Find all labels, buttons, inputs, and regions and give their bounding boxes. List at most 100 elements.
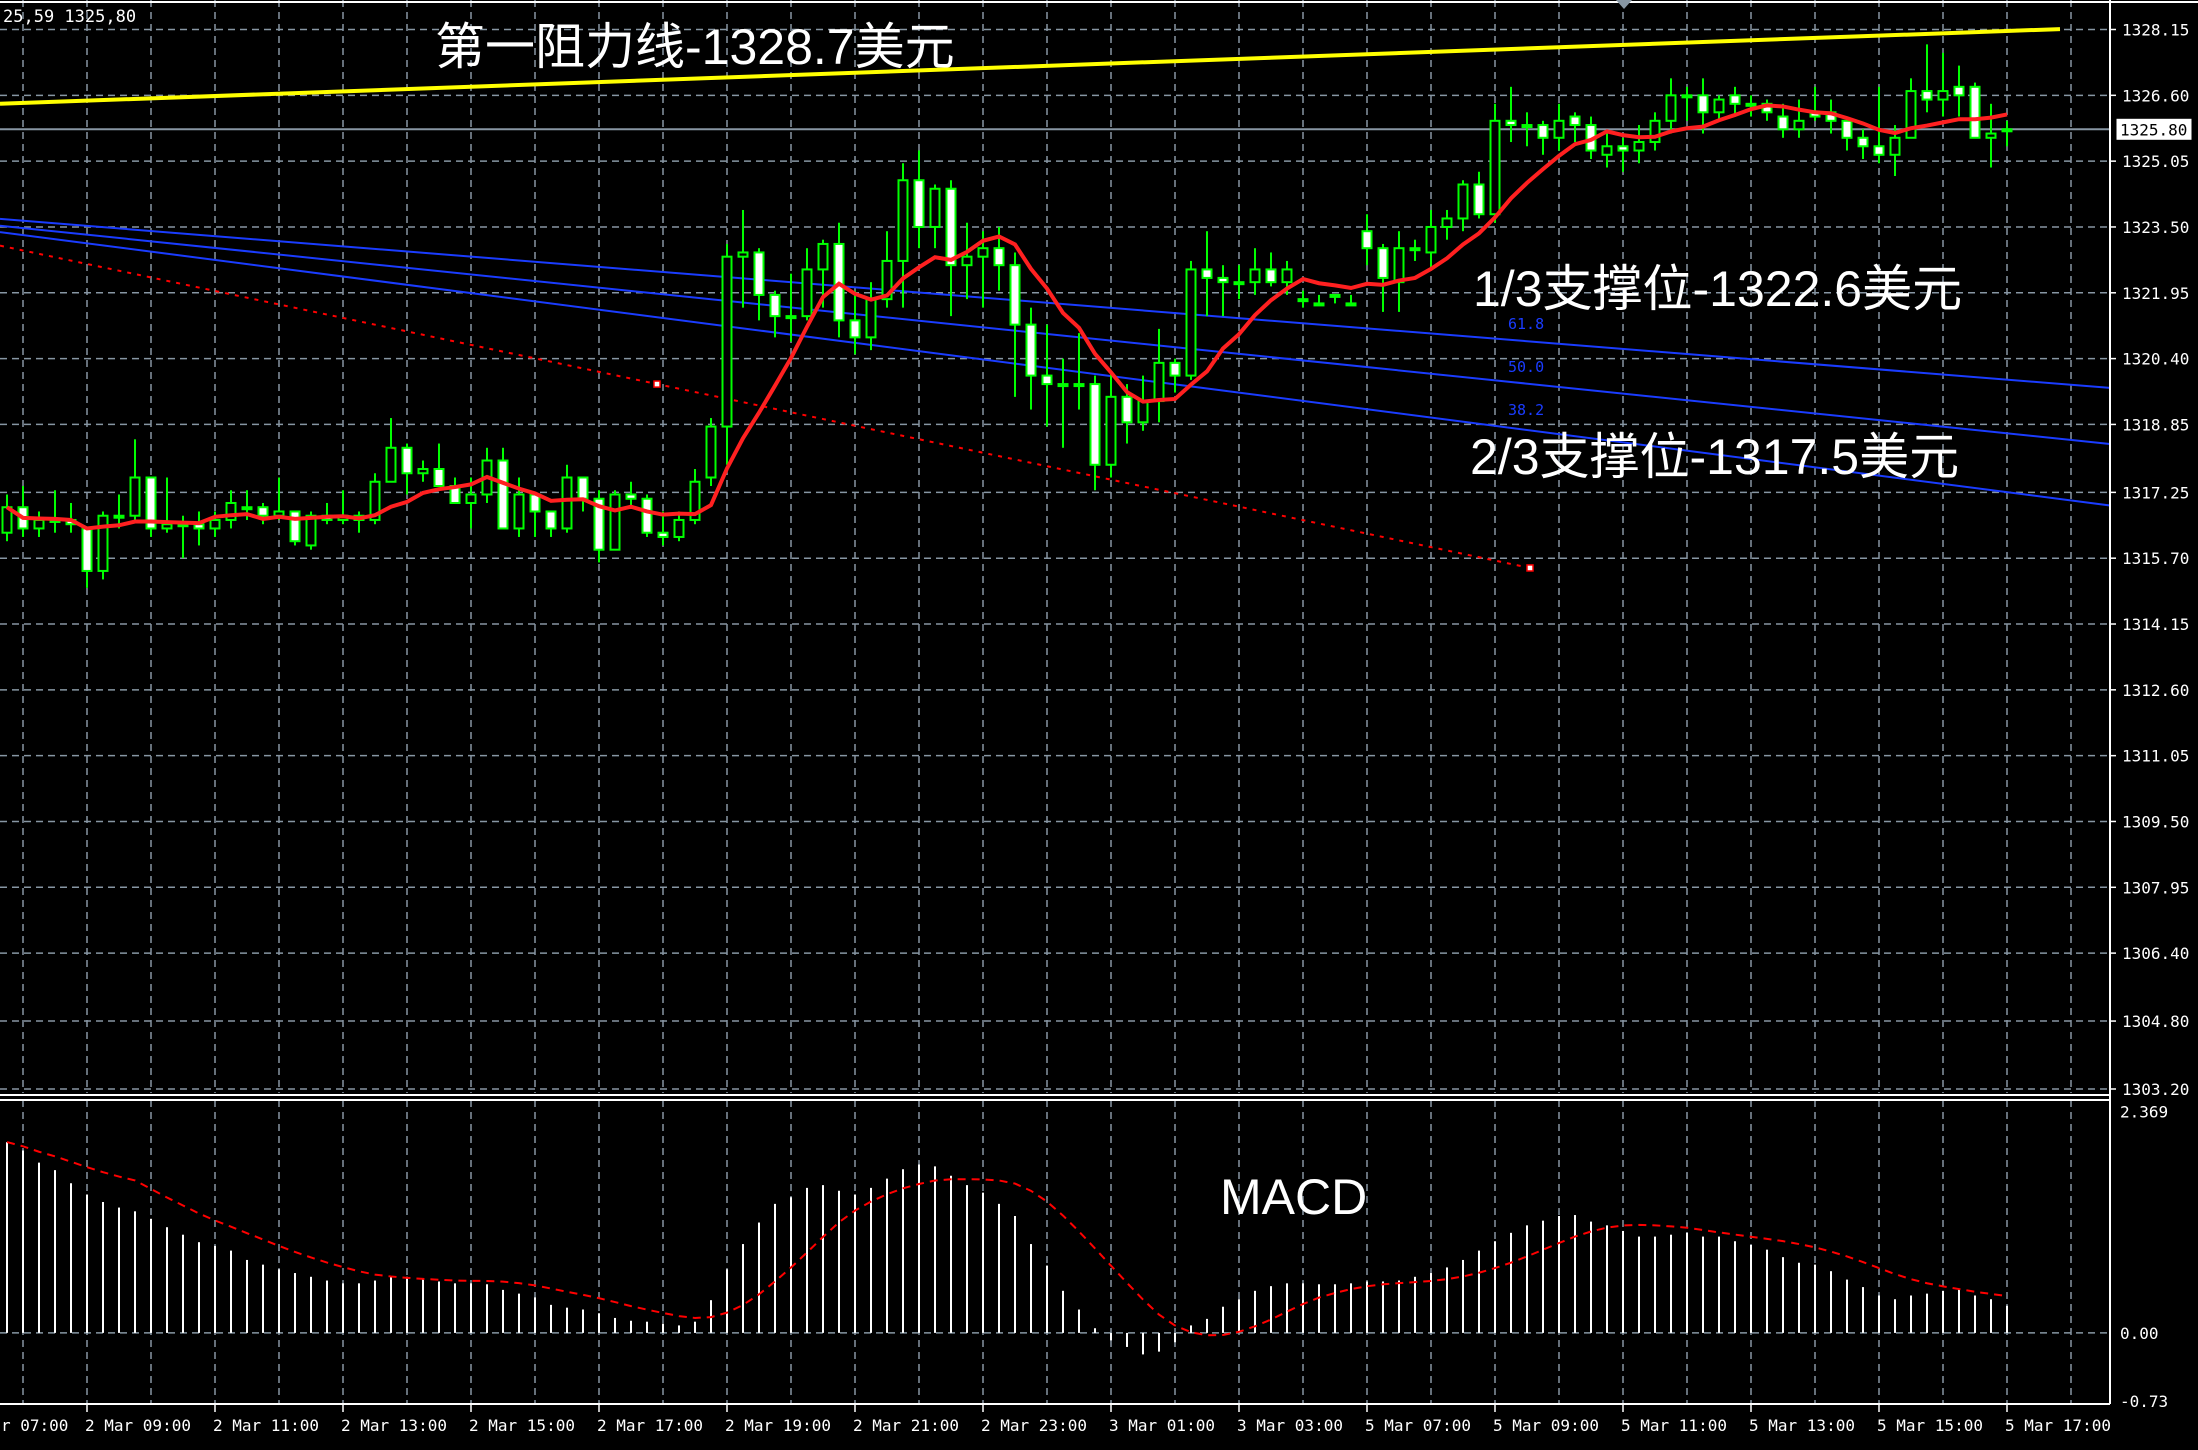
current-price-label: 1325.80	[2120, 120, 2187, 139]
candle-body	[1217, 276, 1229, 284]
time-tick-label: 5 Mar 09:00	[1493, 1416, 1599, 1435]
candle	[2001, 120, 2013, 147]
candle-body	[1169, 361, 1181, 377]
candle	[897, 163, 909, 308]
fib-line-38-2[interactable]	[0, 231, 2111, 507]
candle-body	[1665, 94, 1677, 122]
price-tick-label: 1306.40	[2122, 944, 2189, 963]
candle	[1857, 129, 1869, 160]
candle	[1489, 103, 1501, 223]
candle-body	[33, 518, 45, 530]
candle-body	[1457, 183, 1469, 220]
candle-body	[1137, 400, 1149, 424]
candle-body	[1473, 183, 1485, 216]
candle-body	[497, 459, 509, 530]
candle	[737, 209, 749, 308]
candle-body	[1153, 361, 1165, 403]
resistance-annotation: 第一阻力线-1328.7美元	[435, 19, 955, 75]
candle	[1233, 265, 1245, 300]
candle	[673, 511, 685, 542]
price-tick-label: 1326.60	[2122, 86, 2189, 105]
trend-dotted-line[interactable]	[0, 244, 1531, 569]
resistance-line[interactable]	[0, 27, 2061, 106]
candle-body	[1329, 293, 1341, 298]
time-tick-label: 5 Mar 11:00	[1621, 1416, 1727, 1435]
candle-body	[1361, 230, 1373, 250]
candle-body	[1521, 124, 1533, 129]
candle	[433, 443, 445, 487]
candle	[929, 184, 941, 249]
time-tick-label: 2 Mar 17:00	[597, 1416, 703, 1435]
candle	[977, 231, 989, 308]
time-tick-label: 3 Mar 03:00	[1237, 1416, 1343, 1435]
candle-body	[161, 523, 173, 530]
shift-marker-icon[interactable]	[1616, 0, 1632, 9]
candle-body	[417, 468, 429, 475]
fib-line-50-0[interactable]	[0, 224, 2111, 445]
candle-body	[385, 446, 397, 483]
current-price-badge	[2115, 117, 2193, 141]
candle-body	[209, 518, 221, 530]
candle-body	[977, 247, 989, 258]
candle-body	[1121, 395, 1133, 424]
candle-body	[1313, 302, 1325, 307]
candle-body	[1649, 119, 1661, 144]
candle	[1697, 78, 1709, 134]
macd-axis-label: 0.00	[2120, 1324, 2159, 1343]
candle	[721, 243, 733, 465]
candle-body	[1409, 247, 1421, 252]
grid	[0, 0, 2110, 1404]
candle	[145, 476, 157, 537]
fib-label-61-8: 61.8	[1508, 315, 1544, 333]
candle-body	[113, 514, 125, 519]
candle-body	[849, 319, 861, 339]
candle-body	[1633, 141, 1645, 152]
candle-body	[689, 480, 701, 521]
macd-signal-line	[6, 1141, 2008, 1337]
candle-body	[1201, 268, 1213, 279]
candle-body	[1873, 145, 1885, 156]
candle	[1793, 99, 1805, 138]
time-tick-label: 2 Mar 11:00	[213, 1416, 319, 1435]
candle-body	[1777, 115, 1789, 131]
candle	[1009, 252, 1021, 397]
time-tick-label: 5 Mar 17:00	[2005, 1416, 2111, 1435]
trend-anchor-point[interactable]	[653, 380, 661, 388]
candle-body	[945, 187, 957, 267]
candle-body	[593, 497, 605, 551]
candle	[1873, 86, 1885, 164]
candle	[385, 418, 397, 483]
candle	[113, 494, 125, 529]
price-tick-label: 1323.50	[2122, 218, 2189, 237]
candle	[945, 180, 957, 317]
candle-body	[625, 493, 637, 500]
candle-body	[289, 510, 301, 543]
candle	[1969, 82, 1981, 139]
candle-body	[1937, 90, 1949, 101]
time-tick-label: r 07:00	[1, 1416, 68, 1435]
candle-body	[1921, 90, 1933, 101]
candle-body	[881, 259, 893, 301]
candle-body	[257, 506, 269, 517]
candle	[1649, 112, 1661, 151]
candle-body	[929, 187, 941, 228]
support-1-annotation: 1/3支撑位-1322.6美元	[1473, 261, 1962, 317]
trend-anchor-point[interactable]	[1526, 564, 1534, 572]
candle	[913, 150, 925, 249]
candle-body	[1249, 268, 1261, 284]
candle	[1361, 214, 1373, 266]
candle-body	[1345, 302, 1357, 307]
candle-body	[753, 251, 765, 296]
candle-body	[1505, 119, 1517, 127]
candle	[497, 447, 509, 530]
candle	[1617, 137, 1629, 172]
candle-body	[1073, 383, 1085, 388]
macd-title: MACD	[1220, 1169, 1367, 1225]
candle	[785, 273, 797, 342]
candle	[657, 511, 669, 546]
candle-body	[1601, 145, 1613, 156]
candle-body	[1745, 102, 1757, 107]
candle-body	[1681, 94, 1693, 99]
support-2-annotation: 2/3支撑位-1317.5美元	[1470, 429, 1959, 485]
